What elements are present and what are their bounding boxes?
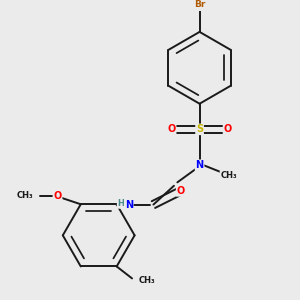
Text: O: O <box>53 191 62 201</box>
Text: Br: Br <box>194 0 205 9</box>
Text: O: O <box>167 124 176 134</box>
Text: CH₃: CH₃ <box>220 171 237 180</box>
Text: S: S <box>196 124 203 134</box>
Text: N: N <box>125 200 133 210</box>
Text: CH₃: CH₃ <box>17 191 34 200</box>
Text: N: N <box>196 160 204 170</box>
Text: H: H <box>118 199 124 208</box>
Text: O: O <box>177 186 185 196</box>
Text: CH₃: CH₃ <box>139 276 155 285</box>
Text: O: O <box>224 124 232 134</box>
